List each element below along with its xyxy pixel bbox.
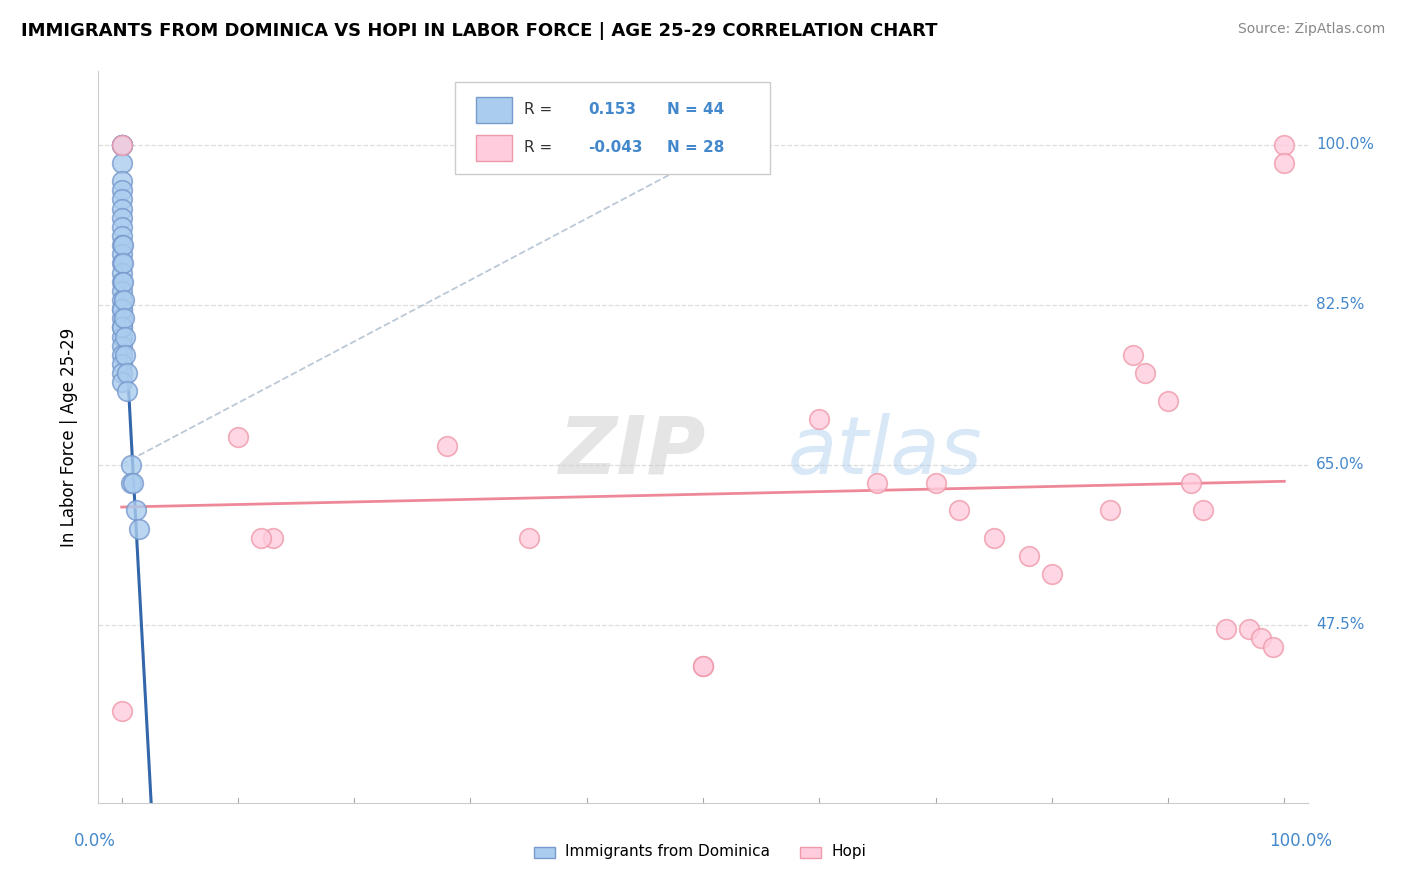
Point [111, 174, 134, 188]
Point [436, 439, 458, 453]
Text: 82.5%: 82.5% [1316, 297, 1364, 312]
Point [111, 301, 134, 317]
Point [1040, 567, 1063, 582]
Point [111, 320, 134, 334]
Point [111, 275, 134, 289]
Point [226, 430, 249, 444]
Text: 100.0%: 100.0% [1268, 832, 1331, 850]
Point [517, 531, 540, 545]
Point [128, 521, 150, 535]
Text: -0.043: -0.043 [588, 140, 643, 155]
Point [111, 137, 134, 152]
Point [111, 293, 134, 307]
Point [111, 137, 134, 152]
Point [1018, 549, 1040, 563]
Point [114, 348, 136, 362]
Point [1192, 503, 1215, 517]
Point [1180, 475, 1202, 490]
Point [111, 320, 134, 334]
Point [111, 183, 134, 197]
Point [111, 284, 134, 298]
Point [120, 458, 142, 472]
FancyBboxPatch shape [800, 847, 821, 858]
Point [1239, 622, 1261, 636]
Point [1133, 366, 1156, 380]
FancyBboxPatch shape [534, 847, 555, 858]
Text: atlas: atlas [787, 413, 983, 491]
Point [111, 247, 134, 261]
Point [111, 193, 134, 207]
Point [111, 357, 134, 371]
Point [111, 137, 134, 152]
Text: IMMIGRANTS FROM DOMINICA VS HOPI IN LABOR FORCE | AGE 25-29 CORRELATION CHART: IMMIGRANTS FROM DOMINICA VS HOPI IN LABO… [21, 22, 938, 40]
Text: ZIP: ZIP [558, 413, 706, 491]
Point [1250, 632, 1272, 646]
Point [111, 202, 134, 216]
Point [262, 531, 284, 545]
Point [111, 301, 134, 317]
Point [111, 228, 134, 243]
Point [111, 366, 134, 380]
Text: N = 28: N = 28 [666, 140, 724, 155]
Text: 47.5%: 47.5% [1316, 617, 1364, 632]
Point [692, 658, 714, 673]
FancyBboxPatch shape [475, 135, 512, 161]
Text: R =: R = [524, 102, 553, 117]
Point [111, 137, 134, 152]
Point [111, 238, 134, 252]
Text: 65.0%: 65.0% [1316, 457, 1364, 472]
FancyBboxPatch shape [475, 97, 512, 122]
Point [111, 338, 134, 352]
Point [111, 705, 134, 719]
Point [112, 311, 135, 326]
Point [111, 311, 134, 326]
Point [124, 503, 146, 517]
Point [1272, 155, 1295, 169]
Point [111, 219, 134, 234]
Point [111, 238, 134, 252]
Text: Hopi: Hopi [831, 845, 866, 859]
Point [120, 475, 142, 490]
Point [983, 531, 1005, 545]
Point [1098, 503, 1121, 517]
Point [924, 475, 946, 490]
FancyBboxPatch shape [456, 82, 769, 174]
Point [808, 412, 831, 426]
Point [111, 211, 134, 225]
Point [112, 293, 135, 307]
Point [111, 266, 134, 280]
Point [111, 137, 134, 152]
Text: 100.0%: 100.0% [1316, 137, 1374, 152]
Point [111, 155, 134, 169]
Point [111, 376, 134, 390]
Point [117, 384, 139, 399]
Text: N = 44: N = 44 [666, 102, 724, 117]
Point [948, 503, 970, 517]
Text: R =: R = [524, 140, 553, 155]
Text: Source: ZipAtlas.com: Source: ZipAtlas.com [1237, 22, 1385, 37]
Point [250, 531, 273, 545]
Point [111, 329, 134, 343]
Point [1261, 640, 1284, 655]
Point [1122, 348, 1144, 362]
Point [122, 475, 145, 490]
Point [866, 475, 889, 490]
Point [692, 658, 714, 673]
Point [1157, 393, 1180, 408]
Text: Immigrants from Dominica: Immigrants from Dominica [565, 845, 770, 859]
Point [1272, 137, 1295, 152]
Point [111, 256, 134, 270]
Point [111, 256, 134, 270]
Point [1215, 622, 1237, 636]
Point [111, 275, 134, 289]
Point [117, 366, 139, 380]
Point [111, 348, 134, 362]
Text: 0.153: 0.153 [588, 102, 636, 117]
Y-axis label: In Labor Force | Age 25-29: In Labor Force | Age 25-29 [59, 327, 77, 547]
Point [114, 329, 136, 343]
Text: 0.0%: 0.0% [75, 832, 117, 850]
